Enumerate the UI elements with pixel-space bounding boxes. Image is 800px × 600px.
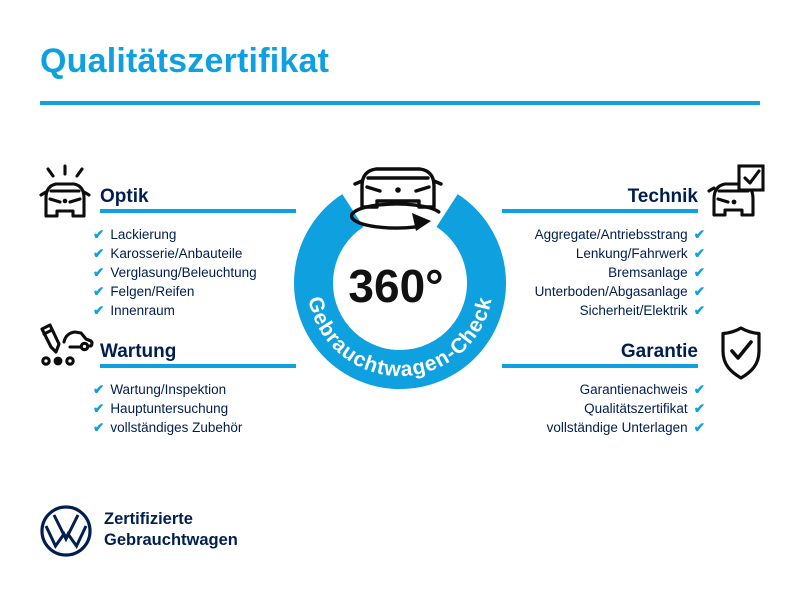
check-icon: ✔ (693, 302, 705, 318)
section-technik: Technik Aggregate/Antriebsstrang ✔ Lenkun… (502, 184, 705, 320)
check-icon: ✔ (93, 245, 105, 261)
checklist-item: Aggregate/Antriebsstrang ✔ (502, 225, 705, 244)
section-optik: Optik ✔ Lackierung ✔ Karosserie/Anbauteile… (93, 184, 296, 320)
item-label: vollständiges Zubehör (110, 419, 243, 435)
brand-line-2: Gebrauchtwagen (104, 531, 238, 549)
section-divider (100, 209, 296, 213)
section-title-optik: Optik (100, 186, 149, 207)
checklist-item: Lenkung/Fahrwerk ✔ (502, 244, 705, 263)
checklist-item: Garantienachweis ✔ (502, 380, 705, 399)
checklist-item: ✔ Verglasung/Beleuchtung (93, 263, 296, 282)
item-label: Hauptuntersuchung (110, 400, 229, 416)
check-icon: ✔ (93, 400, 105, 416)
technik-checklist: Aggregate/Antriebsstrang ✔ Lenkung/Fahrwe… (502, 225, 705, 320)
rotating-car-icon (349, 167, 443, 230)
checklist-item: ✔ Karosserie/Anbauteile (93, 244, 296, 263)
check-icon: ✔ (693, 245, 705, 261)
check-icon: ✔ (693, 283, 705, 299)
title-divider (40, 101, 760, 105)
item-label: Garantienachweis (579, 381, 688, 397)
checklist-item: vollständige Unterlagen ✔ (502, 418, 705, 437)
section-garantie: Garantie Garantienachweis ✔ Qualitätszert… (502, 339, 705, 437)
item-label: Lenkung/Fahrwerk (575, 245, 688, 261)
wartung-checklist: ✔ Wartung/Inspektion ✔ Hauptuntersuchung ✔… (93, 380, 296, 437)
section-title-wartung: Wartung (100, 341, 177, 362)
checklist-item: Qualitätszertifikat ✔ (502, 399, 705, 418)
rotation-arrowhead (412, 213, 431, 231)
check-icon: ✔ (693, 419, 705, 435)
check-icon: ✔ (693, 264, 705, 280)
item-label: Qualitätszertifikat (584, 400, 688, 416)
checklist-item: ✔ Wartung/Inspektion (93, 380, 296, 399)
item-label: Unterboden/Abgasanlage (534, 283, 688, 299)
item-label: vollständige Unterlagen (546, 419, 688, 435)
badge-ring (294, 194, 506, 390)
brand-wordmark: Zertifizierte Gebrauchtwagen (104, 509, 238, 551)
check-icon: ✔ (693, 400, 705, 416)
check-icon: ✔ (93, 381, 105, 397)
checklist-item: ✔ vollständiges Zubehör (93, 418, 296, 437)
check-icon: ✔ (93, 419, 105, 435)
item-label: Aggregate/Antriebsstrang (534, 226, 688, 242)
section-title-technik: Technik (627, 186, 698, 207)
checklist-item: Sicherheit/Elektrik ✔ (502, 301, 705, 320)
sparkling-car-icon (39, 164, 91, 218)
page-title: Qualitätszertifikat (40, 42, 330, 80)
check-icon: ✔ (93, 283, 105, 299)
check-icon: ✔ (93, 264, 105, 280)
item-label: Verglasung/Beleuchtung (110, 264, 257, 280)
360-check-badge: Gebrauchtwagen-Check 360° (294, 167, 506, 390)
checklist-item: Bremsanlage ✔ (502, 263, 705, 282)
service-record-icon (40, 323, 94, 366)
check-icon: ✔ (93, 226, 105, 242)
section-title-garantie: Garantie (620, 341, 698, 362)
item-label: Innenraum (110, 302, 175, 318)
check-icon: ✔ (93, 302, 105, 318)
section-divider (502, 209, 698, 213)
section-wartung: Wartung ✔ Wartung/Inspektion ✔ Hauptunters… (93, 339, 296, 437)
checklist-item: ✔ Hauptuntersuchung (93, 399, 296, 418)
brand-line-1: Zertifizierte (104, 510, 193, 528)
garantie-checklist: Garantienachweis ✔ Qualitätszertifikat ✔ v… (502, 380, 705, 437)
item-label: Felgen/Reifen (110, 283, 195, 299)
car-checklist-icon (707, 164, 765, 217)
section-divider (502, 364, 698, 368)
item-label: Bremsanlage (608, 264, 688, 280)
checklist-item: ✔ Innenraum (93, 301, 296, 320)
badge-value: 360° (348, 260, 443, 312)
checklist-item: Unterboden/Abgasanlage ✔ (502, 282, 705, 301)
vw-logo (40, 505, 92, 557)
checklist-item: ✔ Lackierung (93, 225, 296, 244)
shield-check-icon (721, 326, 761, 380)
item-label: Sicherheit/Elektrik (579, 302, 688, 318)
item-label: Wartung/Inspektion (110, 381, 227, 397)
item-label: Lackierung (110, 226, 177, 242)
section-divider (100, 364, 296, 368)
optik-checklist: ✔ Lackierung ✔ Karosserie/Anbauteile ✔ Verg… (93, 225, 296, 320)
check-icon: ✔ (693, 381, 705, 397)
checklist-item: ✔ Felgen/Reifen (93, 282, 296, 301)
item-label: Karosserie/Anbauteile (110, 245, 243, 261)
check-icon: ✔ (693, 226, 705, 242)
